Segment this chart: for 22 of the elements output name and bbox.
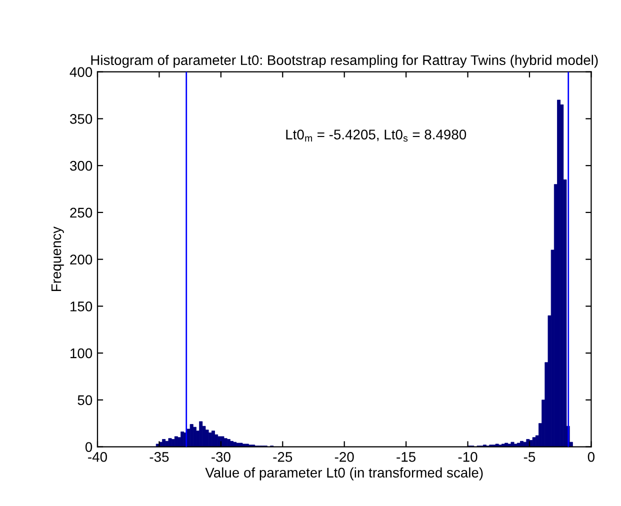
y-tick-label: 150 [70,302,92,312]
x-tick-label: -15 [396,452,416,462]
x-tick-label: -30 [212,452,230,462]
x-tick-label: -20 [334,452,354,462]
y-axis-title: Frequency [51,226,64,291]
y-tick-label: 400 [70,67,92,78]
y-tick-label: 0 [85,442,92,452]
x-tick-label: -35 [150,452,169,462]
annotation: Lt0$_{m}$ = -5.4205, Lt0$_{s}$ = 8.4980 [286,130,466,142]
y-tick-label: 200 [70,254,92,264]
y-tick-label: 350 [70,114,92,124]
chart-title: Histogram of parameter Lt0: Bootstrap resampling for Rattray Twins (hybrid model) [91,54,598,68]
x-tick-label: -10 [458,452,478,462]
x-tick-label: -5 [524,452,536,462]
x-tick-label: 0 [588,452,595,462]
y-tick-label: 50 [78,395,92,406]
x-tick-label: -25 [273,452,292,462]
y-tick-label: 300 [70,160,92,171]
x-tick-label: -40 [88,452,107,462]
y-tick-label: 100 [70,348,92,358]
x-axis-title: Value of parameter Lt0 (in transformed scale) [205,467,483,480]
y-tick-label: 250 [70,208,92,218]
